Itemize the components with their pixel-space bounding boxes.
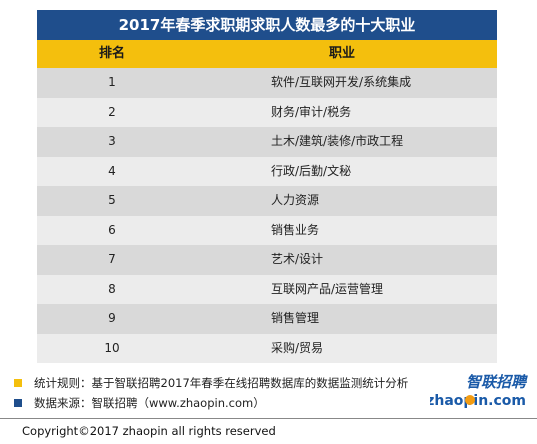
table-row: 1 软件/互联网开发/系统集成	[37, 68, 497, 98]
rank-cell: 1	[108, 75, 116, 89]
table-row: 9 销售管理	[37, 304, 497, 334]
table-row: 8 互联网产品/运营管理	[37, 274, 497, 304]
table-title: 2017年春季求职期求职人数最多的十大职业	[37, 10, 497, 40]
job-cell: 软件/互联网开发/系统集成	[271, 75, 412, 89]
table-row: 2 财务/审计/税务	[37, 97, 497, 127]
job-cell: 土木/建筑/装修/市政工程	[271, 134, 404, 148]
blue-square-icon	[14, 399, 22, 407]
source-note: 数据来源：智联招聘（www.zhaopin.com）	[14, 393, 408, 413]
table-row: 4 行政/后勤/文秘	[37, 156, 497, 186]
table-row: 6 销售业务	[37, 215, 497, 245]
rank-cell: 9	[108, 311, 116, 325]
top-ten-jobs-table: 2017年春季求职期求职人数最多的十大职业 排名 职业 1 软件/互联网开发/系统…	[37, 10, 497, 363]
copyright-divider	[0, 418, 537, 419]
footnotes: 统计规则：基于智联招聘2017年春季在线招聘数据库的数据监测统计分析 数据来源：…	[14, 373, 408, 413]
table-row: 10 采购/贸易	[37, 333, 497, 363]
job-cell: 人力资源	[271, 193, 320, 207]
yellow-square-icon	[14, 379, 22, 387]
rank-cell: 7	[108, 252, 116, 266]
job-cell: 艺术/设计	[271, 252, 324, 266]
table-row: 5 人力资源	[37, 186, 497, 216]
job-cell: 互联网产品/运营管理	[271, 281, 384, 296]
zhaopin-logo: 智联招聘 zhaopin.com	[430, 373, 528, 409]
logo-cn-text: 智联招聘	[466, 373, 528, 391]
rule-note: 统计规则：基于智联招聘2017年春季在线招聘数据库的数据监测统计分析	[14, 373, 408, 393]
table-row: 3 土木/建筑/装修/市政工程	[37, 127, 497, 157]
rank-column-header: 排名	[98, 46, 125, 61]
rank-cell: 5	[108, 193, 116, 207]
logo-en-text: zhaopin.com	[430, 393, 526, 409]
rank-cell: 4	[108, 163, 116, 178]
table-body: 1 软件/互联网开发/系统集成 2 财务/审计/税务 3 土木/建筑/装修/市政工程 4 行政…	[37, 68, 497, 363]
rank-cell: 10	[104, 340, 120, 355]
table-row: 7 艺术/设计	[37, 245, 497, 275]
job-column-header: 职业	[328, 46, 355, 61]
logo-dot-icon	[465, 395, 475, 405]
source-note-text: 数据来源：智联招聘（www.zhaopin.com）	[34, 396, 265, 410]
rank-cell: 3	[108, 134, 116, 148]
job-cell: 销售管理	[271, 311, 320, 325]
job-cell: 销售业务	[271, 222, 320, 237]
job-cell: 采购/贸易	[271, 340, 324, 355]
rank-cell: 2	[108, 104, 116, 119]
copyright-text: Copyright©2017 zhaopin all rights reserv…	[22, 424, 276, 438]
rank-cell: 8	[108, 281, 116, 296]
job-cell: 行政/后勤/文秘	[271, 163, 352, 178]
rank-cell: 6	[108, 222, 116, 237]
rule-note-text: 统计规则：基于智联招聘2017年春季在线招聘数据库的数据监测统计分析	[34, 376, 409, 390]
table-header: 排名 职业	[37, 40, 497, 68]
job-cell: 财务/审计/税务	[271, 104, 352, 119]
